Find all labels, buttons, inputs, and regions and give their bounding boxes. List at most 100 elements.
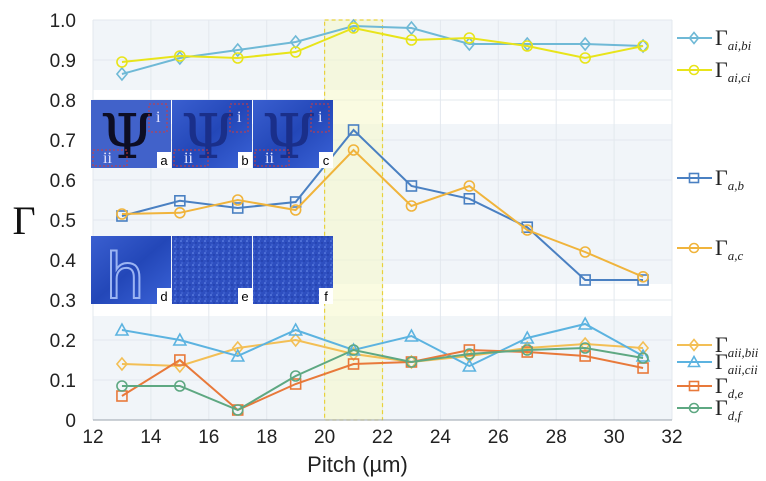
data-point — [405, 354, 418, 370]
data-point — [463, 348, 476, 360]
inset-letter: f — [324, 289, 328, 304]
data-point — [347, 358, 360, 370]
data-point — [174, 354, 186, 366]
x-tick-label: 20 — [314, 427, 335, 448]
data-point — [688, 402, 700, 414]
data-point — [462, 358, 477, 372]
data-point — [521, 224, 534, 236]
axes: 12 14 16 18 20 22 24 26 28 30 32 0 0.1 0.2 0.3 0.4 0.5 0.… — [12, 11, 682, 477]
inset-roman-right: i — [156, 109, 161, 126]
series-line — [121, 148, 644, 278]
legend-label: Γa,b — [715, 165, 744, 193]
data-point — [347, 22, 360, 34]
data-point — [289, 46, 302, 58]
x-tick-label: 22 — [372, 427, 393, 448]
data-point — [688, 64, 700, 76]
data-point — [405, 180, 418, 192]
legend-subscript: ai,bi — [728, 38, 752, 53]
data-point — [579, 246, 591, 258]
data-point — [637, 340, 650, 356]
y-tick-label: 0.6 — [50, 171, 76, 192]
data-point — [463, 180, 476, 192]
data-point — [637, 352, 649, 364]
data-point — [577, 316, 593, 330]
y-tick-label: 0.3 — [50, 291, 76, 312]
data-point — [116, 380, 128, 392]
inset-roman-right: i — [318, 109, 323, 126]
data-point — [637, 274, 649, 286]
data-point — [231, 194, 244, 206]
inset-roman-left: ii — [103, 150, 112, 167]
series-ai_ci — [116, 22, 649, 68]
inset-letter-bg — [319, 288, 333, 304]
x-tick-label: 12 — [82, 427, 103, 448]
legend-label: Γa,c — [715, 235, 743, 263]
inset-panel-f: f — [253, 236, 333, 304]
data-point — [116, 208, 128, 220]
data-point — [635, 348, 651, 362]
data-point — [231, 404, 244, 416]
inset-letter-bg — [157, 152, 171, 168]
y-axis-title: Γ — [12, 198, 35, 243]
data-point — [637, 270, 649, 283]
y-tick-label: 0.1 — [50, 371, 76, 392]
data-point — [230, 348, 246, 362]
y-tick-label: 0.4 — [50, 251, 77, 272]
region-i-box — [148, 103, 168, 133]
data-point — [289, 378, 302, 390]
data-point — [521, 40, 534, 52]
region-ii-box — [254, 149, 290, 167]
legend-entry-ai_ci: Γai,ci — [677, 57, 751, 85]
inset-letter: b — [241, 153, 248, 168]
series-a_b — [116, 124, 649, 286]
data-point — [688, 380, 700, 392]
inset-glyph: h — [105, 240, 144, 313]
y-tick-label: 0.5 — [50, 211, 76, 232]
data-point — [347, 124, 360, 136]
data-point — [405, 200, 418, 212]
y-tick-label: 0 — [65, 411, 76, 432]
data-point — [174, 380, 186, 392]
data-point — [688, 31, 700, 45]
data-point — [405, 356, 418, 368]
inset-letter-bg — [238, 288, 252, 304]
legend-subscript: ai,ci — [728, 70, 751, 85]
data-point — [579, 36, 592, 52]
inset-roman-left: ii — [265, 150, 274, 167]
inset-letter: c — [323, 153, 330, 168]
data-point — [405, 34, 418, 46]
data-point — [288, 322, 303, 336]
series-line — [121, 128, 644, 281]
data-point — [521, 344, 534, 356]
data-point — [579, 342, 591, 354]
x-tick-label: 26 — [488, 427, 509, 448]
x-tick-label: 16 — [198, 427, 219, 448]
y-tick-label: 0.2 — [50, 331, 76, 352]
data-point — [115, 356, 128, 372]
series-layer — [114, 18, 651, 416]
inset-roman-left: ii — [184, 150, 193, 167]
legend-subscript: d,e — [728, 386, 744, 401]
legend-label: Γai,bi — [715, 25, 752, 53]
data-point — [404, 328, 419, 342]
legend-entry-d_e: Γd,e — [677, 373, 743, 401]
data-point — [579, 350, 591, 362]
data-point — [519, 330, 535, 344]
data-point — [688, 172, 700, 184]
data-point — [405, 20, 418, 36]
region-i-box — [310, 103, 330, 133]
legend-subscript: aii,cii — [728, 362, 758, 377]
data-point — [115, 66, 128, 82]
data-point — [172, 332, 188, 346]
data-point — [289, 34, 302, 50]
series-d_f — [116, 342, 649, 416]
legend-entry-a_c: Γa,c — [677, 235, 743, 263]
data-point — [687, 354, 701, 368]
legend-subscript: d,f — [728, 408, 744, 423]
region-ii-box — [173, 149, 209, 167]
y-tick-label: 0.7 — [50, 131, 76, 152]
